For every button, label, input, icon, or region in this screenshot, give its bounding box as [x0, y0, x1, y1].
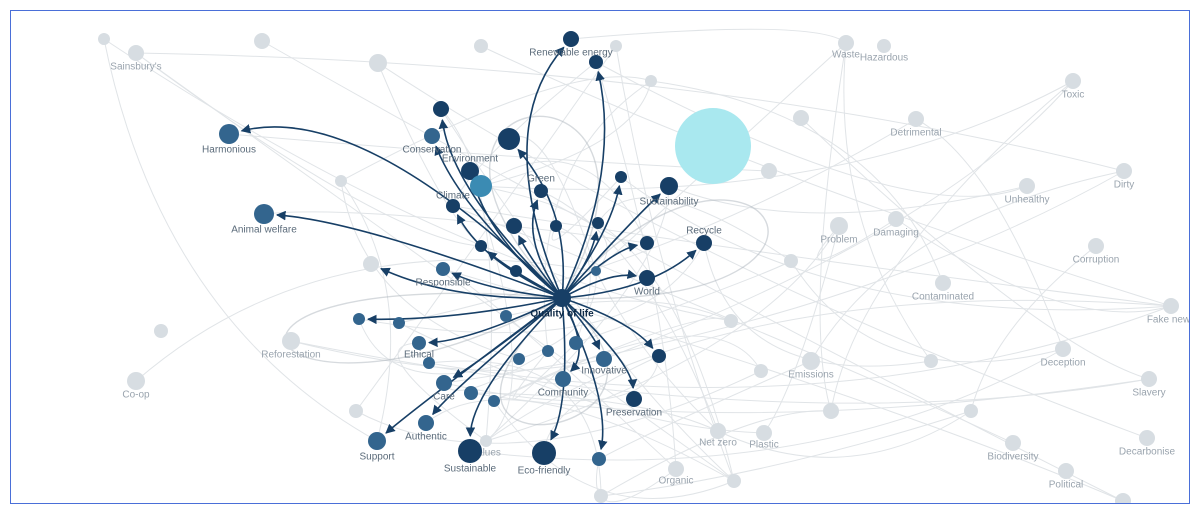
- node-authentic[interactable]: [418, 415, 434, 431]
- node-n_585_260[interactable]: [591, 266, 601, 276]
- node-n_495_305[interactable]: [500, 310, 512, 322]
- node-renewable[interactable]: [563, 31, 579, 47]
- label-support: Support: [359, 452, 394, 463]
- svg-text:Contaminated: Contaminated: [912, 292, 974, 303]
- highlight-nodes: Renewable energyHarmoniousConservationEn…: [202, 31, 722, 477]
- svg-text:Dirty: Dirty: [1114, 180, 1135, 191]
- svg-text:Hazardous: Hazardous: [860, 53, 908, 64]
- svg-text:Fake news: Fake news: [1147, 315, 1189, 326]
- node-support[interactable]: [368, 432, 386, 450]
- node-ethical[interactable]: [412, 336, 426, 350]
- node-care[interactable]: [436, 375, 452, 391]
- center-node[interactable]: [553, 289, 571, 307]
- ghost-nodes: Sainsbury'sWasteHazardousToxicDetrimenta…: [98, 33, 1189, 503]
- node-n_388_312[interactable]: [393, 317, 405, 329]
- svg-text:Corruption: Corruption: [1073, 255, 1120, 266]
- network-svg[interactable]: Sainsbury'sWasteHazardousToxicDetrimenta…: [11, 11, 1189, 503]
- node-preservation[interactable]: [626, 391, 642, 407]
- label-authentic: Authentic: [405, 432, 447, 443]
- svg-text:Biodiversity: Biodiversity: [987, 452, 1038, 463]
- node-climate[interactable]: [446, 199, 460, 213]
- node-sustainability[interactable]: [660, 177, 678, 195]
- node-n_505_260[interactable]: [510, 265, 522, 277]
- node-n_498_128[interactable]: [498, 128, 520, 150]
- svg-text:Slavery: Slavery: [1132, 388, 1165, 399]
- node-eco[interactable]: [532, 441, 556, 465]
- node-n_588_448[interactable]: [592, 452, 606, 466]
- svg-text:Toxic: Toxic: [1062, 90, 1085, 101]
- svg-text:Deception: Deception: [1040, 358, 1085, 369]
- node-harmonious[interactable]: [219, 124, 239, 144]
- node-n_537_340[interactable]: [542, 345, 554, 357]
- node-n_360_248[interactable]: [363, 256, 379, 272]
- node-energy_eff[interactable]: [615, 171, 627, 183]
- svg-text:Co-op: Co-op: [122, 390, 150, 401]
- node-n_508_348[interactable]: [513, 353, 525, 365]
- node-n_460_382[interactable]: [464, 386, 478, 400]
- node-green[interactable]: [534, 184, 548, 198]
- node-green_teal[interactable]: [470, 175, 492, 197]
- node-n_430_98[interactable]: [433, 101, 449, 117]
- node-world[interactable]: [639, 270, 655, 286]
- svg-text:Decarbonise: Decarbonise: [1119, 447, 1176, 458]
- node-n_470_235[interactable]: [475, 240, 487, 252]
- node-community[interactable]: [555, 371, 571, 387]
- node-n_648_345[interactable]: [652, 349, 666, 363]
- node-animal[interactable]: [254, 204, 274, 224]
- node-n_483_390[interactable]: [488, 395, 500, 407]
- svg-text:Political: Political: [1049, 480, 1083, 491]
- network-frame: Sainsbury'sWasteHazardousToxicDetrimenta…: [10, 10, 1190, 504]
- node-n_587_212[interactable]: [592, 217, 604, 229]
- node-n_545_215[interactable]: [550, 220, 562, 232]
- node-n_503_217[interactable]: [506, 218, 522, 234]
- hub-node[interactable]: [675, 108, 751, 184]
- node-n_418_352[interactable]: [423, 357, 435, 369]
- node-responsible[interactable]: [436, 262, 450, 276]
- label-harmonious: Harmonious: [202, 145, 256, 156]
- node-n_585_51[interactable]: [589, 55, 603, 69]
- node-n_348_311[interactable]: [353, 313, 365, 325]
- label-sustainable: Sustainable: [444, 464, 497, 475]
- node-sustainable[interactable]: [458, 439, 482, 463]
- ghost-edges: [104, 29, 1171, 502]
- node-conservation[interactable]: [424, 128, 440, 144]
- node-n_593_348[interactable]: [596, 351, 612, 367]
- node-n_636_232[interactable]: [640, 236, 654, 250]
- label-animal: Animal welfare: [231, 225, 297, 236]
- node-n_565_330[interactable]: [569, 336, 583, 350]
- svg-text:Problem: Problem: [820, 235, 857, 246]
- node-recycle[interactable]: [696, 235, 712, 251]
